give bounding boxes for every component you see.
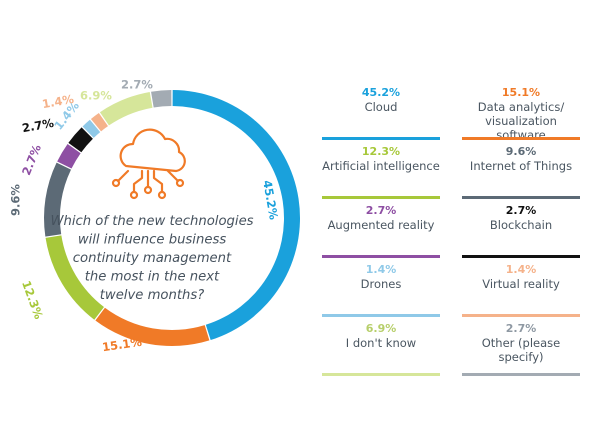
legend-label: Blockchain bbox=[489, 218, 553, 232]
legend-label: Cloud bbox=[364, 100, 398, 114]
question-line: Which of the new technologies bbox=[50, 214, 253, 229]
legend-percent: 2.7% bbox=[505, 204, 537, 217]
legend-percent: 2.7% bbox=[365, 204, 397, 217]
legend-color-bar bbox=[462, 196, 580, 199]
legend-percent: 2.7% bbox=[505, 322, 537, 335]
legend-color-bar bbox=[322, 137, 440, 140]
donut-slice bbox=[45, 235, 105, 320]
legend-percent: 1.4% bbox=[365, 263, 397, 276]
legend-label: Drones bbox=[360, 277, 402, 291]
legend-color-bar bbox=[462, 137, 580, 140]
legend-item: 2.7% Blockchain bbox=[462, 204, 580, 258]
legend-item: 1.4% Drones bbox=[322, 263, 440, 317]
legend-percent: 15.1% bbox=[501, 86, 541, 99]
legend-item: 9.6% Internet of Things bbox=[462, 145, 580, 199]
donut-slice bbox=[57, 143, 81, 169]
slice-label: 2.7% bbox=[21, 116, 55, 135]
legend-item: 45.2% Cloud bbox=[322, 86, 440, 140]
legend-percent: 6.9% bbox=[365, 322, 397, 335]
legend-color-bar bbox=[462, 373, 580, 376]
slice-label: 6.9% bbox=[80, 89, 112, 103]
legend-percent: 12.3% bbox=[361, 145, 401, 158]
legend-label: Internet of Things bbox=[469, 159, 573, 173]
legend-item: 2.7% Augmented reality bbox=[322, 204, 440, 258]
legend-color-bar bbox=[322, 373, 440, 376]
donut-slice bbox=[99, 91, 153, 126]
legend-item: 2.7% Other (please specify) bbox=[462, 322, 580, 376]
legend-color-bar bbox=[322, 196, 440, 199]
donut-slice bbox=[90, 112, 108, 132]
slice-label: 45.2% bbox=[260, 179, 281, 221]
legend-label: Artificial intelligence bbox=[322, 159, 440, 173]
legend-item: 15.1% Data analytics/visualization softwa… bbox=[462, 86, 580, 142]
donut-slice bbox=[82, 119, 101, 138]
slice-label: 12.3% bbox=[19, 279, 46, 322]
legend-percent: 1.4% bbox=[505, 263, 537, 276]
question-line: will influence business bbox=[78, 233, 227, 248]
donut-chart: 45.2%15.1%12.3%9.6%2.7%2.7%1.4%1.4% 6.9%2… bbox=[9, 78, 301, 354]
donut-slice bbox=[44, 162, 72, 237]
slice-label: 1.4% bbox=[41, 92, 75, 111]
legend-color-bar bbox=[322, 255, 440, 258]
legend-color-bar bbox=[462, 255, 580, 258]
legend-percent: 45.2% bbox=[361, 86, 401, 99]
question-line: twelve months? bbox=[100, 288, 205, 303]
slice-label: 9.6% bbox=[9, 184, 23, 216]
donut-slice bbox=[95, 307, 210, 347]
legend-color-bar bbox=[322, 314, 440, 317]
legend-label: Other (please specify) bbox=[481, 336, 561, 364]
donut-slice bbox=[172, 90, 301, 341]
question-line: the most in the next bbox=[85, 270, 220, 285]
legend-label: I don't know bbox=[345, 336, 417, 350]
legend-item: 12.3% Artificial intelligence bbox=[322, 145, 440, 199]
legend-item: 1.4% Virtual reality bbox=[462, 263, 580, 317]
legend-percent: 9.6% bbox=[505, 145, 537, 158]
donut-slice bbox=[151, 90, 172, 108]
slice-label: 2.7% bbox=[121, 78, 153, 92]
donut-slice bbox=[68, 127, 93, 153]
legend-label: Virtual reality bbox=[482, 277, 560, 291]
legend-label: Augmented reality bbox=[327, 218, 435, 232]
question-line: continuity management bbox=[73, 251, 232, 266]
slice-label: 2.7% bbox=[19, 142, 44, 177]
legend-item: 6.9% I don't know bbox=[322, 322, 440, 376]
slice-label: 15.1% bbox=[101, 335, 143, 354]
cloud-network-icon bbox=[111, 128, 186, 200]
legend-color-bar bbox=[462, 314, 580, 317]
legend-label: Data analytics/ bbox=[477, 100, 565, 114]
